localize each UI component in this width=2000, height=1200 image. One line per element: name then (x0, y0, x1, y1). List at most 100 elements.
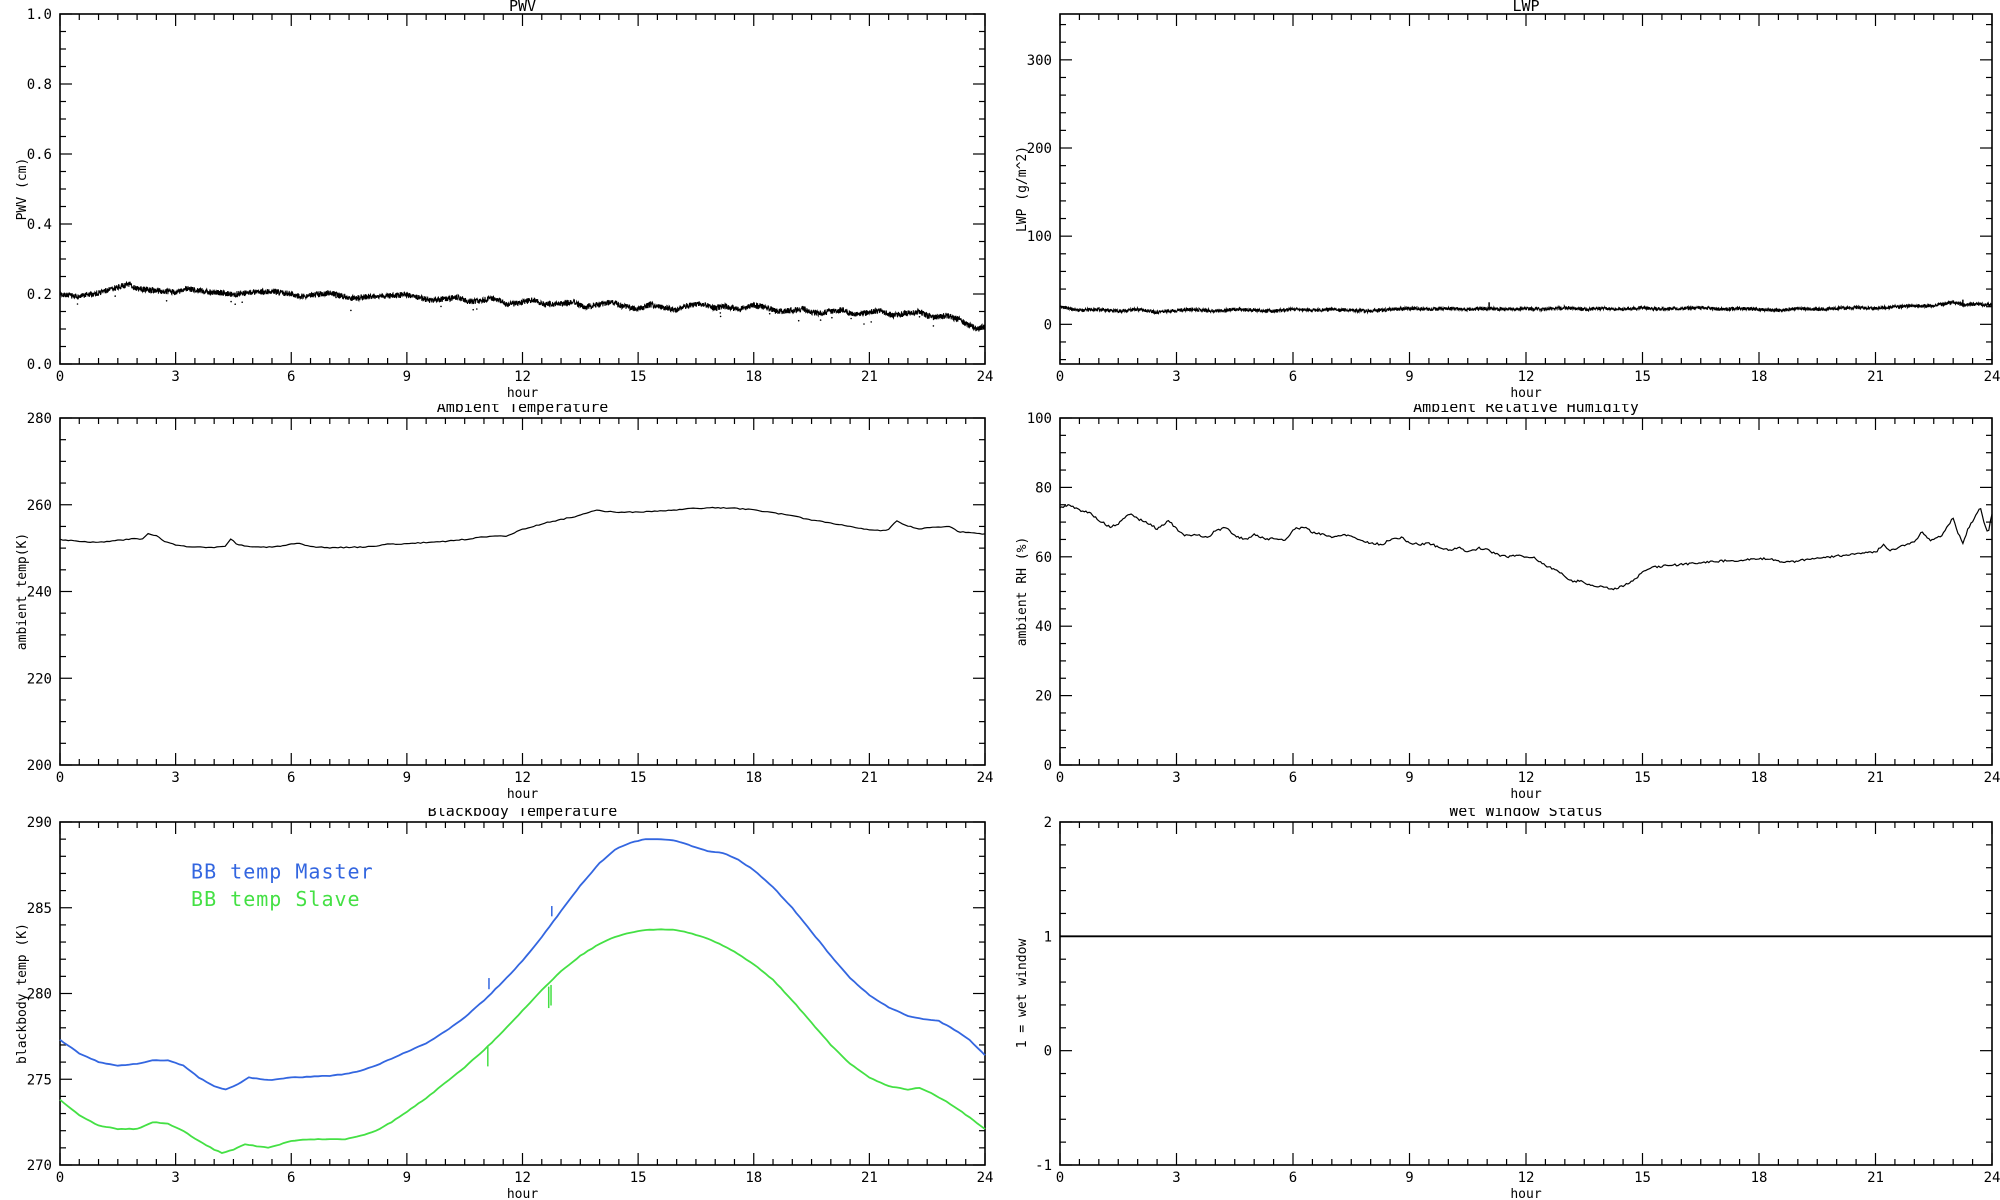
plot-lwp: 0 3 6 9 12 15 18 21 24 0 100 200 300 LWP hour LWP (g/m^… (1000, 0, 2000, 404)
pwv-outlier-dot (797, 319, 800, 322)
pwv-xtick-label: 15 (630, 369, 647, 385)
wet-xtick-label: 18 (1751, 1170, 1768, 1186)
bb-legend-bb-temp-slave: BB temp Slave (191, 887, 361, 911)
bb-xaxis-label: hour (507, 1187, 538, 1200)
rh-xtick-label: 6 (1289, 770, 1297, 786)
temp-xaxis-label: hour (507, 787, 538, 802)
temp-series-ambient-temperature (59, 506, 986, 549)
rh-plot-frame (1059, 417, 1993, 766)
pwv-xaxis-label: hour (507, 386, 538, 401)
bb-title: Blackbody Temperature (428, 808, 618, 820)
lwp-xtick-label: 3 (1172, 369, 1180, 385)
pwv-chart-canvas: 0 3 6 9 12 15 18 21 24 0.0 0.2 0.4 0.6 0.8 1.0 PWV hour P… (15, 0, 994, 401)
bb-xtick-label: 12 (514, 1170, 531, 1186)
wet-xtick-label: 12 (1518, 1170, 1535, 1186)
lwp-title: LWP (1512, 0, 1539, 15)
lwp-chart-canvas: 0 3 6 9 12 15 18 21 24 0 100 200 300 LWP hour LWP (g/m^… (1015, 0, 2000, 401)
ambient-temperature-chart-canvas: 0 3 6 9 12 15 18 21 24 200 220 240 260 280 Ambient Tem… (15, 404, 994, 802)
bb-ytick-label: 275 (27, 1072, 52, 1088)
rh-ytick-label: 80 (1035, 480, 1052, 496)
bb-ytick-label: 280 (27, 987, 52, 1003)
lwp-xtick-label: 12 (1518, 369, 1535, 385)
pwv-outlier-dot (114, 295, 116, 297)
lwp-ytick-label: 0 (1044, 317, 1052, 333)
bb-ytick-label: 285 (27, 901, 52, 917)
temp-ticks (59, 417, 986, 766)
wet-xtick-label: 9 (1405, 1170, 1413, 1186)
plot-wet-window-status: 0 3 6 9 12 15 18 21 24 -1 0 1 2 Wet Window Status hour… (1000, 808, 2000, 1200)
temp-ytick-label: 220 (27, 671, 52, 687)
temp-title: Ambient Temperature (437, 404, 609, 416)
blackbody-chart-canvas: 0 3 6 9 12 15 18 21 24 270 275 280 285 290 Blackbody T… (15, 808, 994, 1200)
bb-xtick-label: 3 (171, 1170, 179, 1186)
rh-ytick-label: 100 (1027, 411, 1052, 427)
wet-ytick-label: 2 (1044, 815, 1052, 831)
pwv-outlier-dot (472, 308, 475, 311)
temp-xtick-label: 24 (977, 770, 994, 786)
pwv-ytick-label: 0.2 (27, 287, 52, 303)
wet-ticks (1059, 821, 1993, 1166)
rh-ytick-label: 40 (1035, 619, 1052, 635)
lwp-plot-frame (1059, 13, 1993, 365)
bb-xtick-label: 6 (287, 1170, 295, 1186)
bb-xtick-label: 24 (977, 1170, 994, 1186)
pwv-ytick-label: 0.8 (27, 77, 52, 93)
rh-xtick-label: 24 (1984, 770, 2000, 786)
lwp-xtick-label: 9 (1405, 369, 1413, 385)
rh-xtick-label: 9 (1405, 770, 1413, 786)
bb-ticks (59, 821, 986, 1166)
temp-xtick-label: 21 (861, 770, 878, 786)
temp-plot-frame (59, 417, 986, 766)
pwv-xtick-label: 12 (514, 369, 531, 385)
lwp-ticks (1059, 14, 1993, 364)
wet-ytick-label: 1 (1044, 929, 1052, 945)
pwv-xtick-label: 24 (977, 369, 994, 385)
pwv-title: PWV (509, 0, 536, 15)
pwv-ytick-label: 0.6 (27, 147, 52, 163)
lwp-xaxis-label: hour (1510, 386, 1541, 401)
rh-ytick-label: 60 (1035, 550, 1052, 566)
pwv-ytick-label: 1.0 (27, 7, 52, 23)
bb-ytick-label: 290 (27, 815, 52, 831)
temp-ytick-label: 200 (27, 758, 52, 774)
wet-plot-frame (1059, 821, 1993, 1166)
plot-pwv: 0 3 6 9 12 15 18 21 24 0.0 0.2 0.4 0.6 0.8 1.0 PWV hour P… (0, 0, 1000, 404)
rh-ytick-label: 20 (1035, 689, 1052, 705)
rh-ytick-label: 0 (1044, 758, 1052, 774)
pwv-outlier-dot (768, 312, 771, 315)
wet-ytick-label: -1 (1035, 1158, 1052, 1174)
pwv-ytick-label: 0.4 (27, 217, 52, 233)
temp-xtick-label: 9 (403, 770, 411, 786)
pwv-ytick-label: 0.0 (27, 357, 52, 373)
wet-ytick-label: 0 (1044, 1044, 1052, 1060)
pwv-xtick-label: 21 (861, 369, 878, 385)
pwv-outlier-dot (350, 309, 352, 312)
rh-ticks (1059, 417, 1993, 766)
pwv-outlier-dot (719, 312, 722, 314)
temp-ytick-label: 260 (27, 498, 52, 514)
wet-xaxis-label: hour (1510, 1187, 1541, 1200)
pwv-outlier-dot (230, 300, 232, 303)
pwv-outlier-dot (932, 325, 935, 327)
plot-blackbody-temperature: 0 3 6 9 12 15 18 21 24 270 275 280 285 290 Blackbody T… (0, 808, 1000, 1200)
pwv-outlier-dot (850, 317, 852, 320)
pwv-xtick-label: 0 (56, 369, 64, 385)
temp-ytick-label: 240 (27, 585, 52, 601)
wet-xtick-label: 15 (1634, 1170, 1651, 1186)
wet-xtick-label: 0 (1056, 1170, 1064, 1186)
bb-xtick-label: 21 (861, 1170, 878, 1186)
pwv-outlier-dot (440, 305, 442, 308)
rh-xtick-label: 18 (1751, 770, 1768, 786)
temp-xtick-label: 18 (745, 770, 762, 786)
bb-xtick-label: 0 (56, 1170, 64, 1186)
bb-ytick-label: 270 (27, 1158, 52, 1174)
temp-yaxis-label: ambient temp(K) (15, 533, 30, 650)
pwv-outlier-dot (819, 319, 822, 321)
pwv-outlier-dot (918, 316, 921, 318)
lwp-xtick-label: 24 (1984, 369, 2000, 385)
lwp-xtick-label: 21 (1867, 369, 1884, 385)
pwv-outlier-dot (234, 303, 236, 306)
lwp-ytick-label: 300 (1027, 53, 1052, 69)
pwv-xtick-label: 18 (745, 369, 762, 385)
